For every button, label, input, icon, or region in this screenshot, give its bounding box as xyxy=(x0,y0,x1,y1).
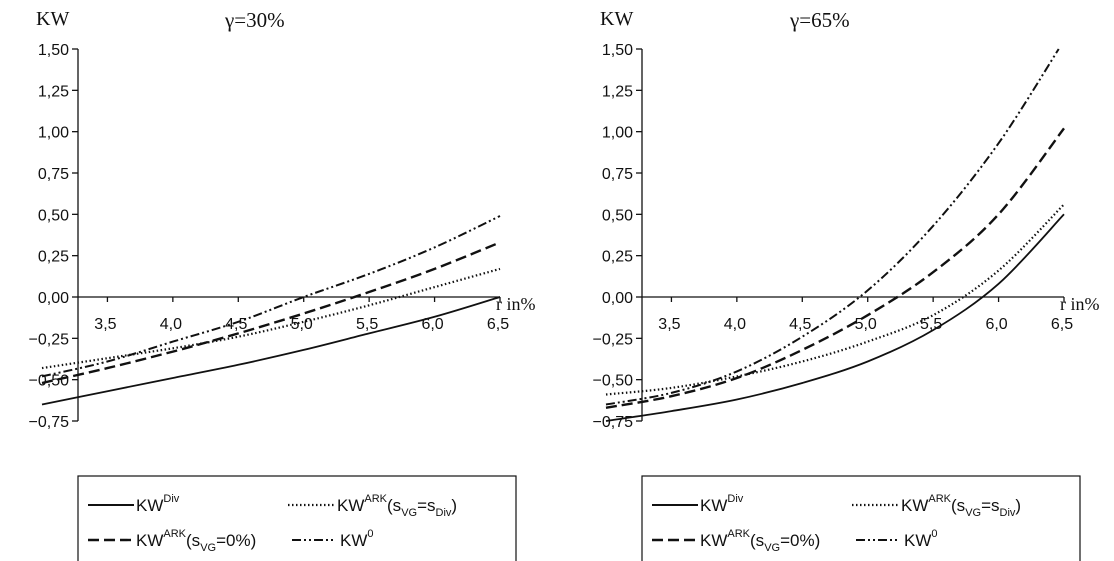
y-tick-label: 1,25 xyxy=(38,83,69,100)
x-tick-label: 4,0 xyxy=(160,316,182,333)
right-legend-box xyxy=(641,475,1081,561)
x-tick-label: 4,5 xyxy=(225,316,247,333)
left-legend-ark-div: KWARK(sVG=sDiv) xyxy=(337,493,457,519)
x-tick-label: 6,5 xyxy=(1051,316,1073,333)
x-tick-label: 3,5 xyxy=(94,316,116,333)
right-x-axis-label: r in% xyxy=(1060,294,1100,314)
right-series-lines xyxy=(605,48,1065,422)
x-tick-label: 6,0 xyxy=(421,316,443,333)
y-tick-label: −0,25 xyxy=(29,331,70,348)
right-chart-title: γ=65% xyxy=(789,8,850,32)
right-axes: 1,50 1,25 1,00 0,75 0,50 0,25 0,00 −0,25 −0,50 −0… xyxy=(593,42,1074,431)
series-line-solid xyxy=(605,213,1065,422)
y-tick-label: 1,00 xyxy=(38,125,69,142)
y-tick-label: 0,75 xyxy=(38,166,69,183)
x-tick-label: 5,0 xyxy=(291,316,313,333)
y-tick-label: 0,50 xyxy=(38,207,69,224)
x-tick-label: 3,5 xyxy=(658,316,680,333)
y-tick-label: −0,75 xyxy=(29,414,70,431)
left-legend-box xyxy=(77,475,517,561)
left-x-axis-label: r in% xyxy=(496,294,536,314)
y-tick-label: 0,75 xyxy=(602,166,633,183)
right-legend-ark-div: KWARK(sVG=sDiv) xyxy=(901,493,1021,519)
left-series-lines xyxy=(41,215,501,406)
y-tick-label: 1,50 xyxy=(602,42,633,59)
x-tick-label: 6,5 xyxy=(487,316,509,333)
y-tick-label: −0,75 xyxy=(593,414,634,431)
right-y-axis-label: KW xyxy=(600,8,633,30)
y-tick-label: 1,00 xyxy=(602,125,633,142)
series-line-dashdotdot xyxy=(605,48,1060,406)
series-line-dashed xyxy=(605,127,1065,409)
y-tick-label: 0,25 xyxy=(602,249,633,266)
left-axes: 1,501,251,000,750,500,250,00−0,25−0,50−0… xyxy=(29,42,510,431)
series-line-dashdotdot xyxy=(41,215,501,378)
y-tick-label: 1,50 xyxy=(38,42,69,59)
y-tick-label: −0,25 xyxy=(593,331,634,348)
left-legend-kw0: KW0 xyxy=(340,528,374,550)
right-legend-kw0: KW0 xyxy=(904,528,938,550)
left-chart-title: γ=30% xyxy=(224,8,285,32)
y-tick-label: −0,50 xyxy=(593,373,634,390)
x-tick-label: 5,0 xyxy=(855,316,877,333)
x-tick-label: 4,5 xyxy=(789,316,811,333)
y-tick-label: 0,00 xyxy=(38,290,69,307)
right-legend-ark-zero: KWARK(sVG=0%) xyxy=(700,528,820,554)
left-legend-kwdiv: KWDiv xyxy=(136,493,180,515)
y-tick-label: 1,25 xyxy=(602,83,633,100)
right-legend-kwdiv: KWDiv xyxy=(700,493,744,515)
y-tick-label: 0,25 xyxy=(38,249,69,266)
y-tick-label: 0,00 xyxy=(602,290,633,307)
series-line-solid xyxy=(41,296,501,406)
right-legend: KWDiv KWARK(sVG=sDiv) KWARK(sVG=0%) KW0 xyxy=(641,475,1081,561)
x-tick-label: 6,0 xyxy=(985,316,1007,333)
series-line-dashed xyxy=(41,241,501,385)
x-tick-label: 5,5 xyxy=(356,316,378,333)
left-chart-panel: KW γ=30% r in% 1,50 1,25 1,00 0,75 0,50 0,25 0… xyxy=(29,8,536,431)
y-tick-label: 0,50 xyxy=(602,207,633,224)
left-legend-ark-zero: KWARK(sVG=0%) xyxy=(136,528,256,554)
left-y-axis-label: KW xyxy=(36,8,69,30)
series-line-dotted xyxy=(605,203,1065,396)
right-chart-panel: KW γ=65% r in% 1,50 1,25 1,00 0,75 0,50 0,25 0… xyxy=(593,8,1100,431)
series-line-dotted xyxy=(41,267,501,370)
x-tick-label: 4,0 xyxy=(724,316,746,333)
left-legend: KWDiv KWARK(sVG=sDiv) KWARK(sVG=0%) KW0 xyxy=(77,475,517,561)
